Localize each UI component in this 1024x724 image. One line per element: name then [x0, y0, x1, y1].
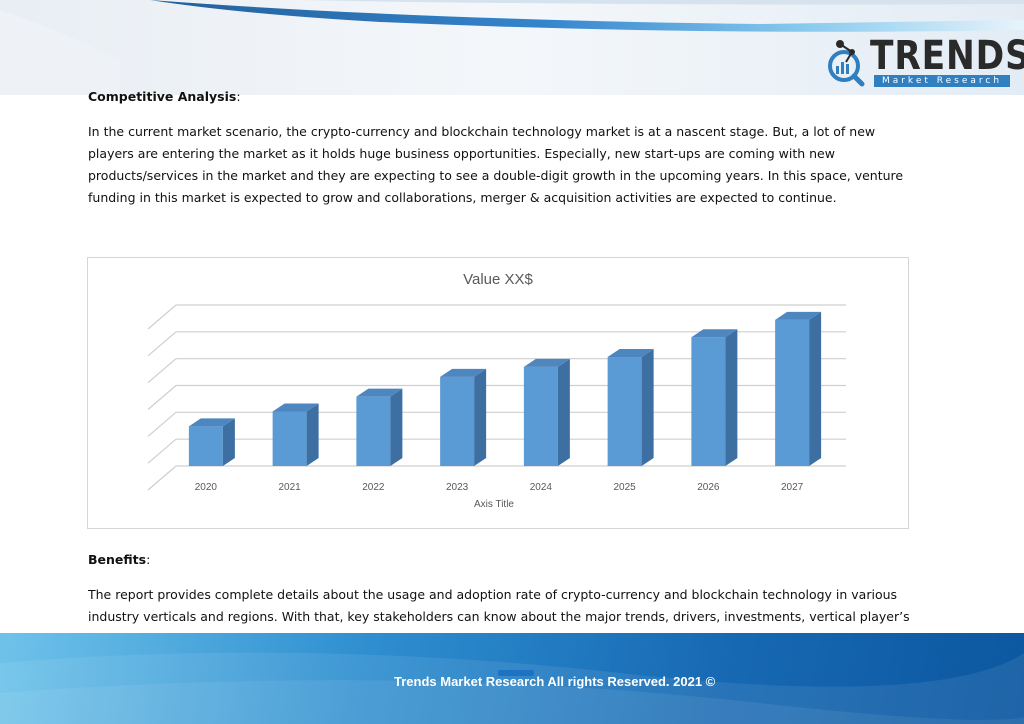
gridline — [147, 385, 177, 410]
footer-banner — [0, 633, 1024, 724]
bar-side — [222, 418, 235, 466]
x-tick-label: 2027 — [781, 482, 804, 493]
chart-canvas: Value XX$ 2020 2021 2022 2023 2024 2025 2026 20… — [147, 271, 846, 510]
x-tick-label: 2025 — [614, 482, 637, 493]
bar-2022 — [356, 388, 403, 466]
bar-front — [440, 376, 475, 466]
x-tick-label: 2024 — [530, 482, 553, 493]
chart-x-tick-labels: 2020 2021 2022 2023 2024 2025 2026 2027 — [195, 482, 804, 493]
x-tick-label: 2021 — [279, 482, 302, 493]
bar-front — [523, 366, 558, 466]
x-tick-label: 2023 — [446, 482, 469, 493]
gridline — [147, 331, 177, 357]
footer-wave-graphic — [0, 652, 1024, 724]
bar-front — [356, 396, 391, 466]
footer-accent-tab — [498, 670, 534, 676]
paragraph-line: The report provides complete details abo… — [88, 587, 898, 602]
footer-copyright: Trends Market Research All rights Reserv… — [394, 674, 716, 689]
header-swoosh-graphic — [0, 0, 1024, 95]
paragraph-line: funding in this market is expected to gr… — [88, 190, 837, 205]
bar-2023 — [440, 368, 487, 466]
gridline — [147, 358, 177, 384]
x-tick-label: 2026 — [697, 482, 720, 493]
benefits-heading-text: Benefits — [88, 552, 147, 567]
gridline — [147, 438, 177, 464]
bar-side — [725, 329, 738, 466]
bar-top — [607, 349, 654, 358]
bar-side — [809, 311, 822, 466]
heading-colon: : — [146, 552, 151, 567]
bar-front — [188, 426, 223, 466]
gridline — [147, 304, 177, 330]
paragraph-line: products/services in the market and they… — [88, 168, 904, 183]
bar-top — [523, 358, 570, 367]
competitive-heading-text: Competitive Analysis — [88, 89, 237, 104]
bar-2026 — [691, 329, 738, 466]
gridline — [147, 465, 177, 491]
value-chart: Value XX$ 2020 2021 2022 2023 2024 2025 2026 20… — [87, 257, 909, 529]
header-banner — [0, 0, 1024, 95]
bar-side — [557, 358, 570, 466]
bar-top — [440, 368, 487, 377]
bar-top — [272, 403, 319, 412]
heading-colon: : — [236, 89, 241, 104]
chart-x-axis-title: Axis Title — [474, 499, 514, 510]
chart-title: Value XX$ — [463, 271, 533, 288]
chart-bars — [188, 311, 822, 466]
bar-top — [188, 418, 235, 427]
bar-side — [306, 403, 319, 466]
paragraph-line: players are entering the market as it ho… — [88, 146, 835, 161]
bar-front — [691, 337, 726, 466]
logo-brand-text: TRENDS — [870, 33, 1024, 79]
bar-top — [691, 329, 738, 338]
competitive-analysis-paragraph: In the current market scenario, the cryp… — [88, 121, 938, 209]
x-tick-label: 2022 — [362, 482, 385, 493]
bar-front — [272, 411, 307, 466]
bar-2024 — [523, 358, 570, 466]
bar-side — [474, 368, 487, 466]
chart-gridlines — [147, 304, 846, 491]
logo-tagline: Market Research — [874, 75, 1010, 87]
bar-2020 — [188, 418, 235, 466]
bar-2025 — [607, 349, 654, 466]
paragraph-line: In the current market scenario, the cryp… — [88, 124, 876, 139]
paragraph-line: industry verticals and regions. With tha… — [88, 609, 910, 624]
gridline — [147, 411, 177, 437]
bar-top — [775, 311, 822, 320]
benefits-heading: Benefits: — [88, 552, 150, 567]
trends-logo: TRENDS Market Research — [822, 34, 1024, 90]
bar-2027 — [775, 311, 822, 466]
benefits-paragraph: The report provides complete details abo… — [88, 584, 938, 628]
competitive-analysis-heading: Competitive Analysis: — [88, 89, 241, 104]
bar-side — [390, 388, 403, 466]
bar-front — [775, 319, 810, 466]
x-tick-label: 2020 — [195, 482, 218, 493]
bar-front — [607, 357, 642, 466]
bar-top — [356, 388, 403, 397]
molecule-magnifier-logo-icon — [828, 40, 865, 87]
bar-side — [641, 349, 654, 466]
bar-2021 — [272, 403, 319, 466]
